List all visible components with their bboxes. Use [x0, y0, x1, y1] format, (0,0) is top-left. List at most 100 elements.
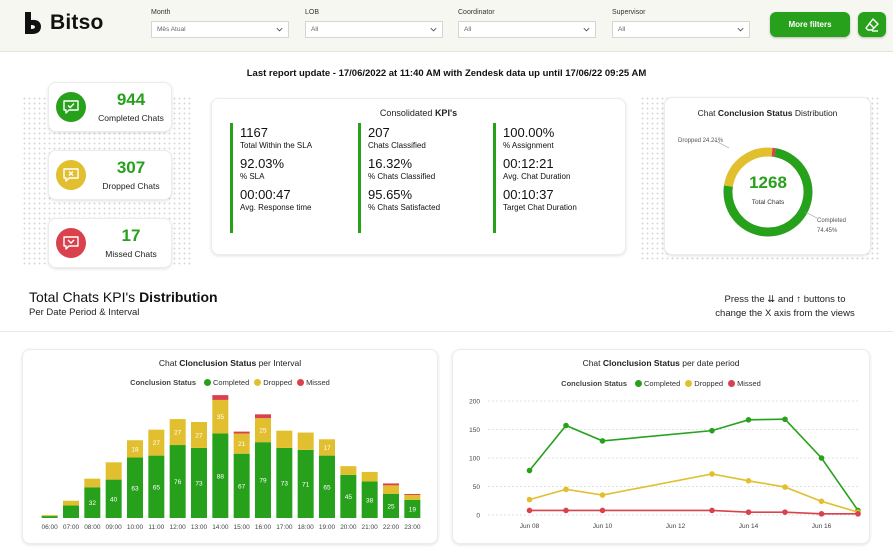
bar-missed[interactable]: [233, 431, 250, 434]
kpi-value: 00:12:21: [503, 156, 554, 171]
point-completed[interactable]: [782, 416, 788, 423]
logo-text: Bitso: [50, 11, 104, 34]
bar-completed[interactable]: [191, 447, 207, 518]
legend-item-missed[interactable]: Missed: [297, 378, 330, 387]
point-missed[interactable]: [563, 507, 569, 514]
donut-title-bold: Conclusion Status: [717, 108, 793, 118]
legend-item-missed[interactable]: Missed: [728, 379, 761, 388]
point-dropped[interactable]: [745, 478, 752, 484]
bar-missed[interactable]: [383, 483, 399, 486]
point-missed[interactable]: [855, 511, 861, 517]
point-dropped[interactable]: [563, 486, 569, 493]
point-completed[interactable]: [599, 438, 606, 444]
bar-dropped[interactable]: [212, 399, 229, 434]
bar-dropped[interactable]: [361, 471, 378, 482]
bar-completed[interactable]: [63, 505, 79, 518]
more-filters-button[interactable]: More filters: [770, 12, 850, 37]
bar-dropped[interactable]: [255, 418, 271, 443]
bar-missed[interactable]: [404, 494, 421, 495]
bar-completed[interactable]: [41, 516, 58, 518]
date-chart-title: Chat Clonclusion Status per date period: [453, 358, 869, 368]
bar-completed[interactable]: [212, 433, 229, 518]
bar-label: 27: [153, 440, 161, 447]
bar-completed[interactable]: [169, 445, 186, 518]
bar-dropped[interactable]: [340, 466, 357, 475]
point-missed[interactable]: [745, 509, 752, 515]
bar-dropped[interactable]: [84, 478, 101, 488]
legend-item-dropped[interactable]: Dropped: [685, 379, 723, 388]
bar-completed[interactable]: [319, 455, 335, 518]
point-missed[interactable]: [818, 511, 825, 517]
bar-completed[interactable]: [361, 481, 378, 518]
legend-item-completed[interactable]: Completed: [204, 378, 249, 387]
bar-completed[interactable]: [383, 494, 399, 518]
donut-slice-dropped[interactable]: [722, 146, 815, 239]
point-dropped[interactable]: [526, 496, 533, 503]
bar-dropped[interactable]: [63, 500, 79, 506]
point-dropped[interactable]: [818, 498, 825, 505]
bar-dropped[interactable]: [127, 440, 143, 458]
point-completed[interactable]: [526, 467, 533, 474]
bar-completed[interactable]: [127, 457, 143, 518]
interval-chart-title: Chat Clonclusion Status per Interval: [23, 358, 437, 368]
bar-dropped[interactable]: [404, 494, 421, 500]
supervisor-select[interactable]: All: [612, 21, 750, 38]
bar-completed[interactable]: [276, 447, 293, 518]
lob-select[interactable]: All: [305, 21, 443, 38]
bar-dropped[interactable]: [105, 462, 122, 480]
legend-item-completed[interactable]: Completed: [635, 379, 680, 388]
legend-item-dropped[interactable]: Dropped: [254, 378, 292, 387]
line-completed[interactable]: [528, 418, 859, 511]
x-tick-label: 18:00: [298, 524, 315, 531]
line-dropped[interactable]: [529, 473, 859, 513]
bar-label: 21: [238, 441, 246, 448]
bar-label: 65: [153, 484, 161, 491]
legend-title: Conclusion Status: [561, 379, 627, 388]
point-missed[interactable]: [782, 509, 788, 515]
bar-dropped[interactable]: [191, 422, 207, 448]
bar-dropped[interactable]: [41, 515, 58, 517]
bar-dropped[interactable]: [319, 439, 335, 456]
bar-completed[interactable]: [148, 455, 165, 518]
point-missed[interactable]: [599, 507, 606, 514]
donut-slice-completed[interactable]: [722, 146, 815, 239]
coordinator-select[interactable]: All: [458, 21, 596, 38]
bar-completed[interactable]: [404, 499, 421, 518]
clear-filters-button[interactable]: [858, 12, 886, 37]
point-dropped[interactable]: [599, 492, 606, 498]
section-subtitle: Per Date Period & Interval: [29, 307, 140, 318]
bar-label: 17: [323, 445, 331, 452]
line-missed[interactable]: [529, 509, 859, 515]
bar-completed[interactable]: [340, 474, 357, 518]
point-dropped[interactable]: [709, 471, 715, 477]
point-completed[interactable]: [709, 427, 715, 434]
bar-dropped[interactable]: [148, 429, 165, 456]
point-completed[interactable]: [563, 422, 569, 429]
bar-completed[interactable]: [297, 449, 314, 518]
point-dropped[interactable]: [782, 484, 788, 490]
bar-completed[interactable]: [105, 479, 122, 518]
bar-completed[interactable]: [255, 442, 271, 518]
bar-dropped[interactable]: [297, 432, 314, 450]
x-tick-label: Jun 10: [593, 523, 613, 530]
point-completed[interactable]: [818, 455, 825, 461]
lob-filter: LOB All: [305, 9, 443, 38]
coordinator-select-value: All: [464, 26, 472, 33]
bar-label: 71: [302, 481, 310, 488]
bar-missed[interactable]: [255, 414, 271, 419]
donut-completed-pct: 74.45%: [817, 228, 838, 234]
bar-completed[interactable]: [233, 453, 250, 518]
donut-slice-missed[interactable]: [722, 146, 815, 239]
bar-dropped[interactable]: [233, 433, 250, 454]
month-select[interactable]: Mês Atual: [151, 21, 289, 38]
bar-dropped[interactable]: [383, 485, 399, 494]
bar-dropped[interactable]: [169, 419, 186, 446]
point-completed[interactable]: [745, 417, 752, 423]
x-tick-label: 17:00: [276, 524, 293, 531]
bar-missed[interactable]: [212, 395, 229, 400]
date-chart-legend: Conclusion Status Completed Dropped Miss…: [453, 379, 869, 388]
bar-dropped[interactable]: [276, 430, 293, 448]
point-missed[interactable]: [526, 507, 533, 514]
point-missed[interactable]: [709, 507, 715, 514]
bar-completed[interactable]: [84, 487, 101, 518]
